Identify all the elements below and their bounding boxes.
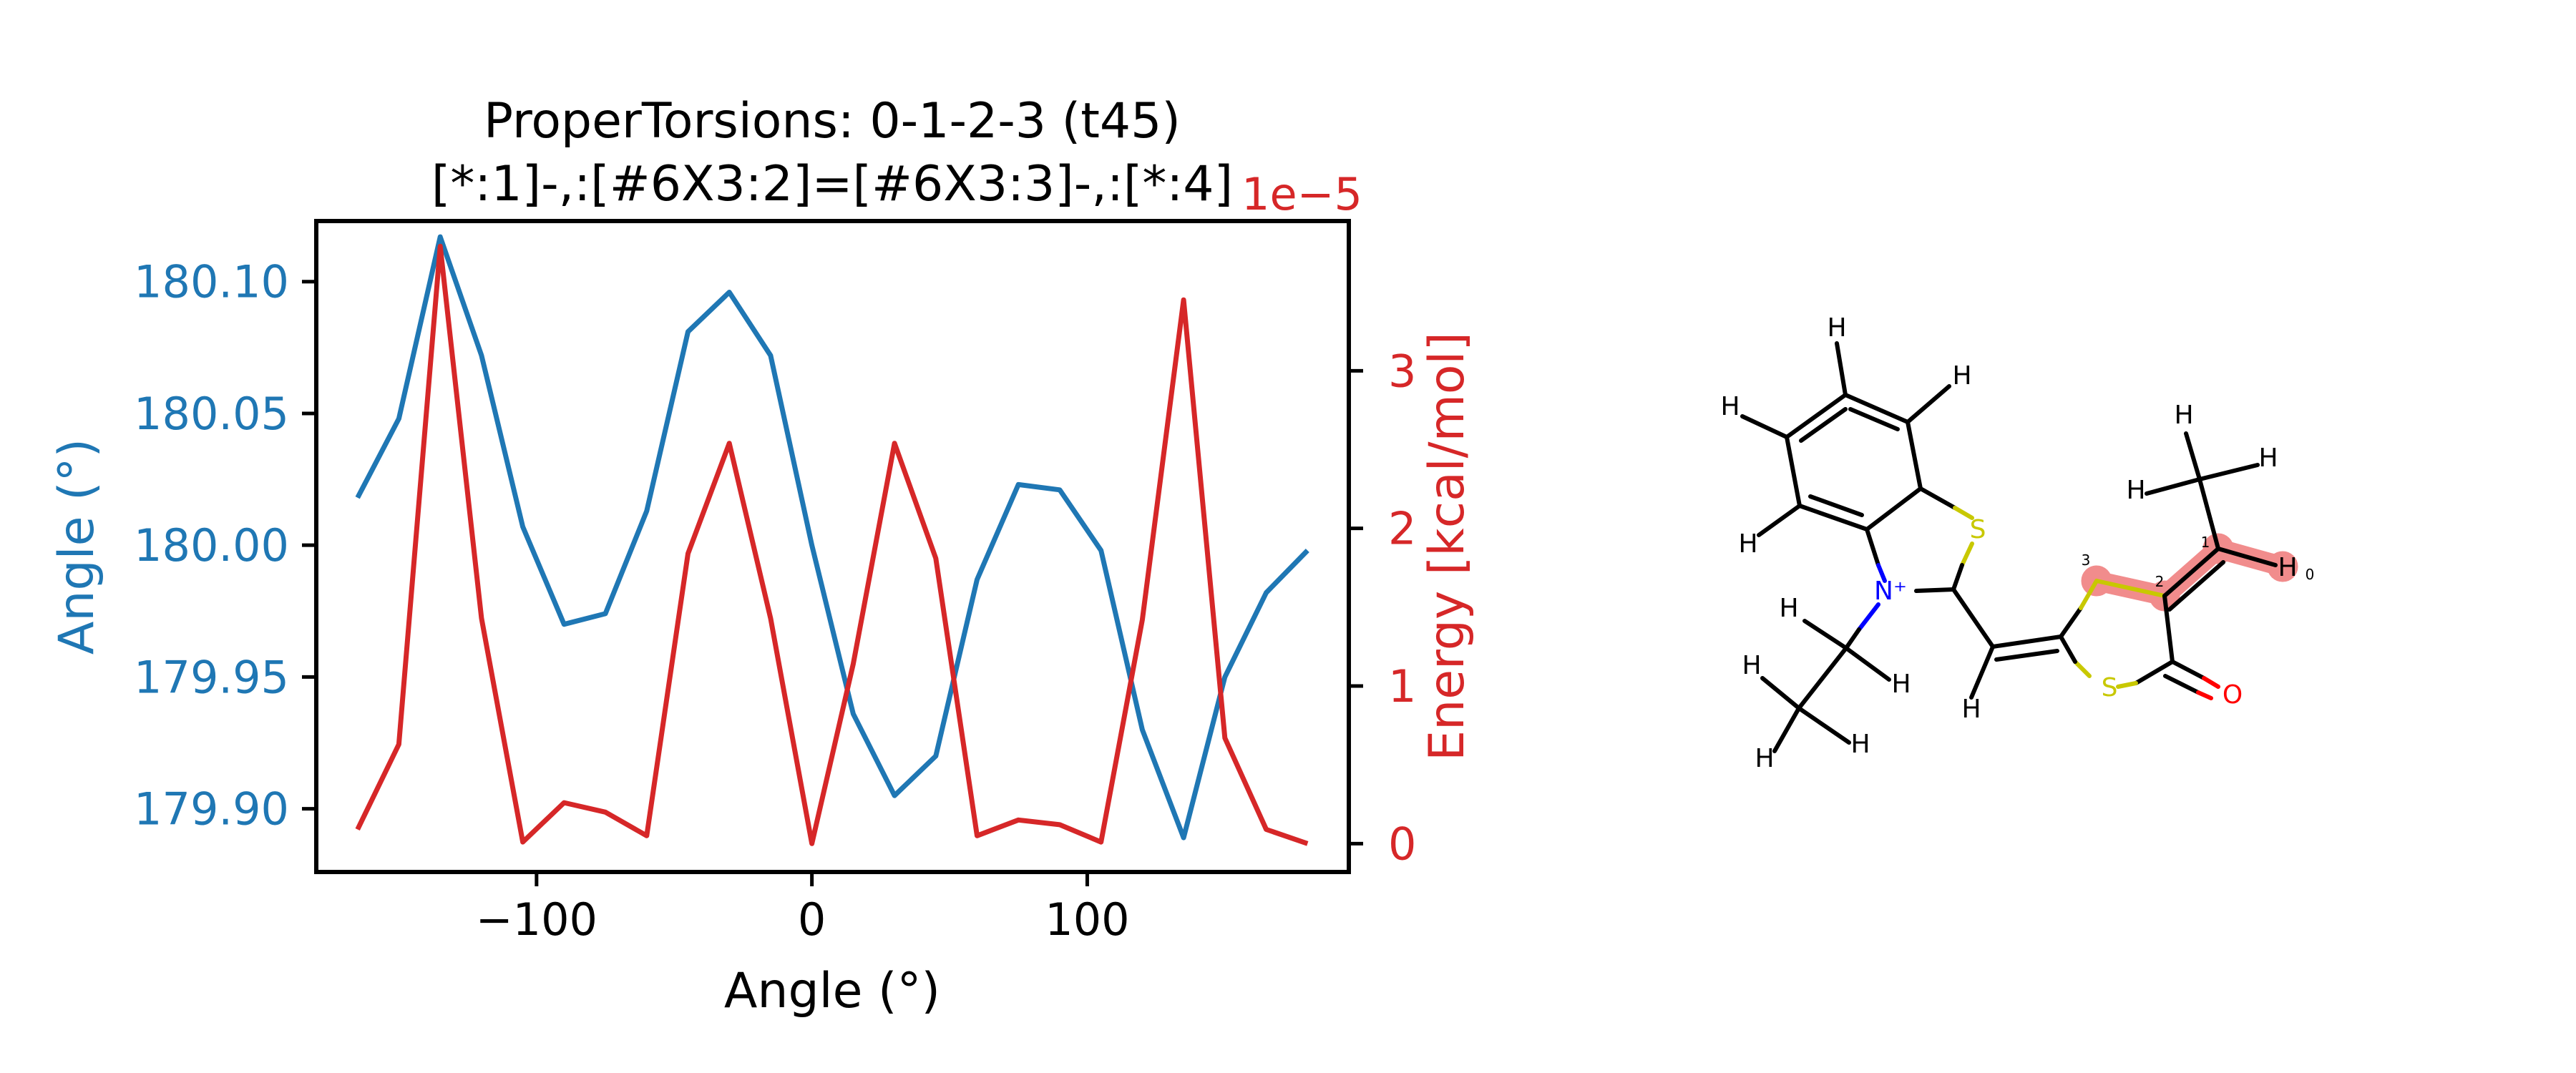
atom-label: H — [1961, 695, 1981, 724]
y-axis-left: 179.90 179.95 180.00 180.05 180.10 — [134, 256, 316, 836]
atom-index-label: 1 — [2201, 534, 2210, 551]
molecule-bonds — [1740, 341, 2278, 753]
atom-label: H — [1755, 744, 1774, 773]
atom-label: S — [1970, 515, 1986, 544]
y-right-tick-label: 3 — [1388, 345, 1416, 397]
y-axis-left-label: Angle (°) — [49, 438, 105, 655]
atom-index-label: 2 — [2155, 573, 2165, 590]
atom-label: H — [2174, 401, 2193, 430]
atom-label: O — [2223, 680, 2243, 710]
atom-label: H — [1850, 730, 1870, 759]
y-axis-right-label: Energy [kcal/mol] — [1419, 332, 1475, 761]
atom-label: H — [2278, 553, 2297, 582]
y-left-tick-label: 180.00 — [134, 519, 289, 572]
atom-label: S — [2102, 673, 2118, 702]
atom-label: H — [1827, 313, 1846, 343]
atom-label: H — [1742, 651, 1761, 680]
atom-label: H — [1779, 594, 1798, 623]
atom-index-label: 3 — [2082, 552, 2091, 569]
chart-subtitle: [*:1]-,:[#6X3:2]=[#6X3:3]-,:[*:4] — [431, 156, 1233, 212]
x-tick-label: 100 — [1045, 893, 1129, 946]
y-right-tick-label: 0 — [1388, 818, 1416, 870]
y-right-tick-label: 2 — [1388, 503, 1416, 555]
y-left-tick-label: 180.10 — [134, 256, 289, 308]
x-axis-label: Angle (°) — [724, 963, 940, 1019]
atom-label: H — [1952, 361, 1971, 391]
y-left-tick-label: 179.95 — [134, 651, 289, 703]
atom-index-label: 0 — [2306, 566, 2315, 583]
series-line-right — [355, 243, 1309, 846]
y-right-tick-label: 1 — [1388, 660, 1416, 712]
y-left-tick-label: 180.05 — [134, 388, 289, 440]
plot-area: −100 0 100 179.90179.95180.00180.05180.10 … — [134, 219, 1416, 946]
x-axis: −100 0 100 — [476, 872, 1130, 946]
chart-title: ProperTorsions: 0-1-2-3 (t45) — [484, 93, 1181, 150]
atom-label: H — [2258, 444, 2278, 473]
right-axis-multiplier: 1e−5 — [1241, 168, 1362, 220]
x-tick-label: −100 — [476, 893, 597, 946]
atom-label: H — [1720, 392, 1740, 421]
atom-label: H — [1891, 670, 1911, 699]
atom-label: H — [1738, 529, 1757, 559]
series-line-left — [355, 234, 1309, 841]
atom-label: H — [2126, 476, 2145, 505]
y-left-tick-label: 179.90 — [134, 783, 289, 836]
atom-label: N⁺ — [1874, 577, 1907, 606]
x-tick-label: 0 — [798, 893, 826, 946]
y-axis-right: 0 1 2 3 — [1349, 345, 1416, 870]
